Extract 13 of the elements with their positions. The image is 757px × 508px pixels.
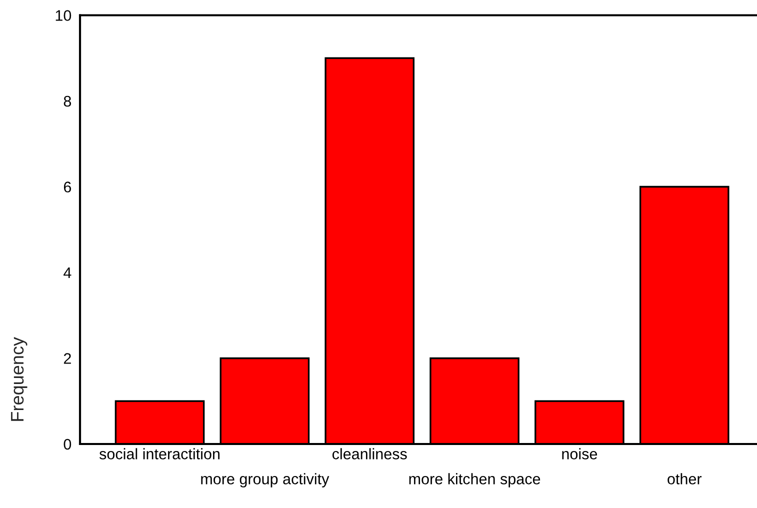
y-tick-label: 10 xyxy=(56,10,72,21)
x-tick-label: social interactition xyxy=(99,448,220,460)
x-tick-label: more group activity xyxy=(201,473,330,488)
x-tick-label: noise xyxy=(562,448,598,460)
x-tick-label: other xyxy=(668,473,702,484)
y-axis-title: Frequency xyxy=(11,337,28,421)
y-tick-label: 2 xyxy=(64,353,71,364)
y-tick-label: 0 xyxy=(64,438,72,450)
y-tick-label: 8 xyxy=(64,96,72,107)
y-tick-label: 6 xyxy=(64,182,72,192)
y-tick-label: 4 xyxy=(64,268,72,278)
x-tick-label: more kitchen space xyxy=(409,473,540,488)
x-tick-label: cleanliness xyxy=(332,448,407,460)
